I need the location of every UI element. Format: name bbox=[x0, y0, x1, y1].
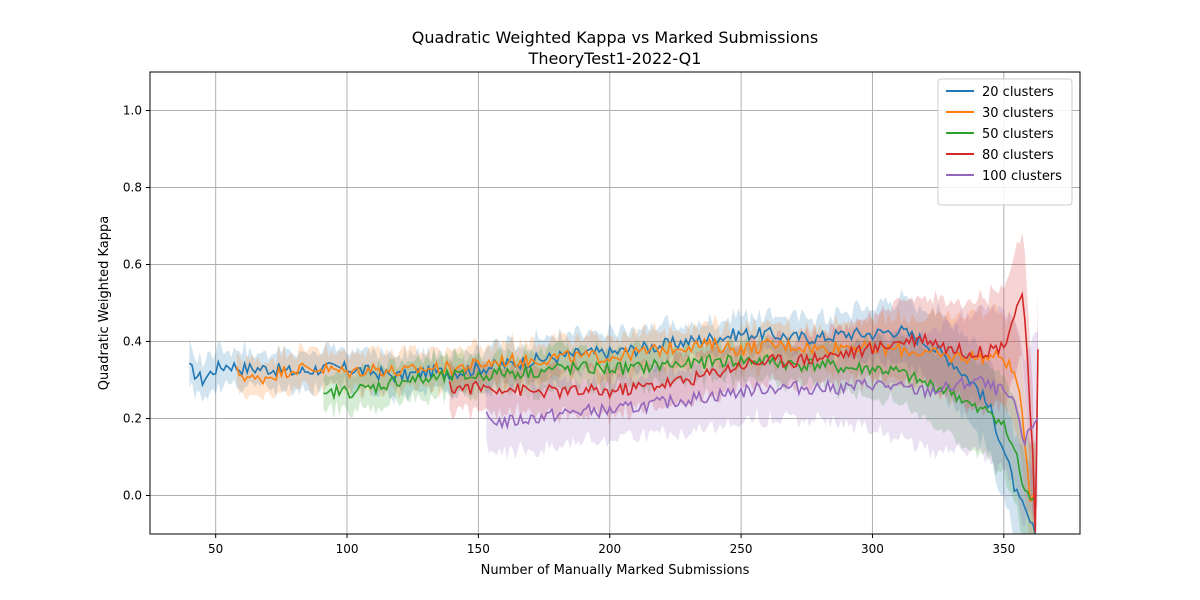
chart-subtitle: TheoryTest1-2022-Q1 bbox=[528, 49, 702, 68]
y-tick-label: 0.4 bbox=[123, 335, 142, 349]
legend-label: 50 clusters bbox=[982, 127, 1054, 142]
band-20-clusters bbox=[189, 289, 1036, 534]
x-tick-label: 200 bbox=[598, 542, 621, 556]
y-tick-label: 0.2 bbox=[123, 412, 142, 426]
band-80-clusters bbox=[449, 232, 1038, 534]
confidence-bands bbox=[189, 232, 1038, 534]
band-50-clusters bbox=[323, 331, 1036, 534]
y-axis-label: Quadratic Weighted Kappa bbox=[97, 216, 112, 390]
x-axis-label: Number of Manually Marked Submissions bbox=[481, 563, 750, 578]
line-50-clusters bbox=[323, 353, 1036, 501]
legend-label: 100 clusters bbox=[982, 169, 1062, 184]
line-30-clusters bbox=[235, 336, 1036, 503]
line-100-clusters bbox=[485, 375, 1039, 448]
line-80-clusters bbox=[448, 291, 1039, 533]
x-tick-label: 150 bbox=[467, 542, 490, 556]
y-tick-label: 0.8 bbox=[123, 181, 142, 195]
legend: 20 clusters 30 clusters 50 clusters 80 clus… bbox=[937, 78, 1073, 206]
legend-label: 80 clusters bbox=[982, 148, 1054, 163]
chart-title: Quadratic Weighted Kappa vs Marked Submi… bbox=[412, 28, 818, 47]
x-tick-label: 350 bbox=[992, 542, 1015, 556]
x-tick-label: 300 bbox=[861, 542, 884, 556]
grid-lines bbox=[150, 72, 1080, 534]
legend-label: 20 clusters bbox=[982, 85, 1054, 100]
x-tick-label: 100 bbox=[336, 542, 359, 556]
legend-label: 30 clusters bbox=[982, 106, 1054, 121]
y-tick-label: 0.0 bbox=[123, 489, 142, 503]
band-100-clusters bbox=[486, 302, 1038, 527]
plot-frame bbox=[149, 71, 1081, 535]
y-tick-label: 0.6 bbox=[123, 258, 142, 272]
line-20-clusters bbox=[188, 324, 1037, 534]
x-tick-label: 250 bbox=[730, 542, 753, 556]
x-tick-label: 50 bbox=[208, 542, 223, 556]
series-lines bbox=[188, 291, 1039, 534]
legend-box bbox=[937, 78, 1073, 206]
axis-ticks: 50 100 150 200 250 300 350 0.0 0.2 0.4 0.6 0.8 1.0 bbox=[123, 104, 1015, 557]
band-30-clusters bbox=[236, 302, 1036, 534]
y-tick-label: 1.0 bbox=[123, 104, 142, 118]
